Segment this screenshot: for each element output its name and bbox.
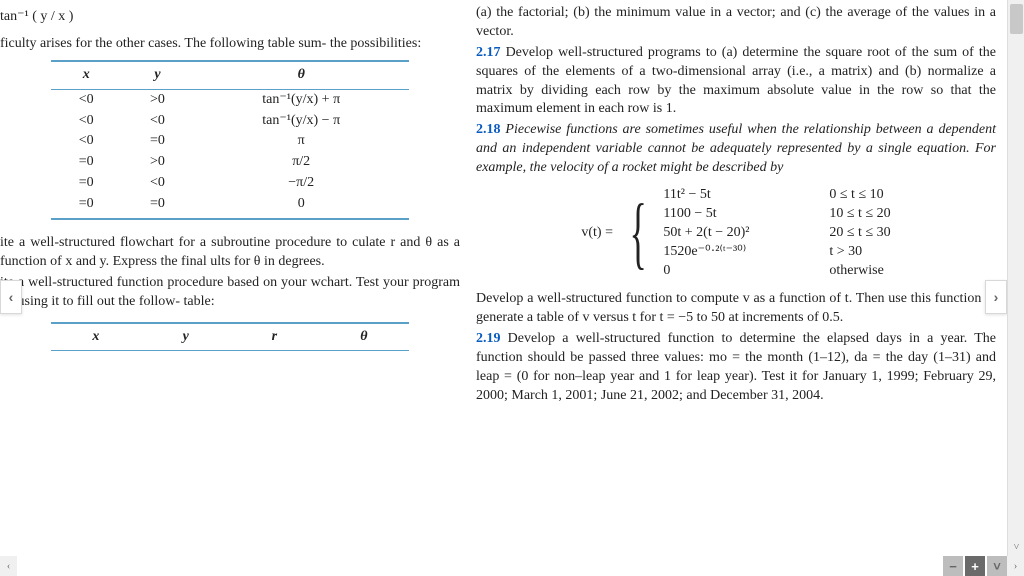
problem-number: 2.17 [476,45,501,60]
piecewise-row: 50t + 2(t − 20)²20 ≤ t ≤ 30 [663,224,890,243]
zoom-in-button[interactable]: + [965,556,985,576]
problem-2-18b: Develop a well-structured function to co… [476,290,996,328]
piecewise-row: 1520e⁻⁰·²⁽ᵗ⁻³⁰⁾t > 30 [663,243,890,262]
table-row: =0=00 [51,194,410,219]
table-row: <0=0π [51,131,410,152]
col2-theta: θ [318,323,409,351]
scroll-down-icon[interactable]: ˅ [1008,539,1024,556]
hscroll-left-icon[interactable]: ‹ [0,556,17,576]
vertical-scrollbar[interactable]: ˄ ˅ [1007,0,1024,556]
right-para-0: (a) the factorial; (b) the minimum value… [476,4,996,42]
zoom-out-button[interactable]: − [943,556,963,576]
piecewise-row: 11t² − 5t0 ≤ t ≤ 10 [663,186,890,205]
piecewise-row: 1100 − 5t10 ≤ t ≤ 20 [663,205,890,224]
equation-atan: tan⁻¹ ( y / x ) [0,8,460,27]
table-row: <0>0tan⁻¹(y/x) + π [51,89,410,110]
piecewise-velocity: v(t) = { 11t² − 5t0 ≤ t ≤ 10 1100 − 5t10… [476,186,996,280]
table-row: <0<0tan⁻¹(y/x) − π [51,111,410,132]
results-table-header: x y r θ [51,322,410,352]
expand-down-button[interactable]: ˅ [987,556,1007,576]
right-column: (a) the factorial; (b) the minimum value… [476,4,996,576]
prev-page-button[interactable]: ‹ [0,280,22,314]
col-theta: θ [193,61,409,89]
left-para-2: ite a well-structured flowchart for a su… [0,234,460,272]
hscroll-right-icon[interactable]: › [1007,556,1024,576]
col2-x: x [51,323,142,351]
zoom-controls: − + ˅ [943,556,1007,576]
left-column: tan⁻¹ ( y / x ) ficulty arises for the o… [0,4,460,576]
scrollbar-thumb[interactable] [1010,4,1023,34]
next-page-button[interactable]: › [985,280,1007,314]
piecewise-row: 0otherwise [663,262,890,281]
left-para-3: ite a well-structured function procedure… [0,274,460,312]
problem-number: 2.19 [476,331,501,346]
problem-2-19: 2.19 Develop a well-structured function … [476,330,996,406]
table-row: =0<0−π/2 [51,173,410,194]
col2-y: y [141,323,230,351]
v-of-t-label: v(t) = [581,224,613,243]
col2-r: r [230,323,318,351]
problem-2-17: 2.17 Develop well-structured programs to… [476,44,996,120]
left-brace-icon: { [630,198,647,268]
page-content: tan⁻¹ ( y / x ) ficulty arises for the o… [0,0,1024,576]
problem-2-18a: 2.18 Piecewise functions are sometimes u… [476,121,996,178]
atan-cases-table: x y θ <0>0tan⁻¹(y/x) + π <0<0tan⁻¹(y/x) … [51,60,410,220]
col-x: x [51,61,122,89]
left-para-1: ficulty arises for the other cases. The … [0,35,460,54]
problem-number: 2.18 [476,122,501,137]
table-row: =0>0π/2 [51,152,410,173]
col-y: y [122,61,193,89]
